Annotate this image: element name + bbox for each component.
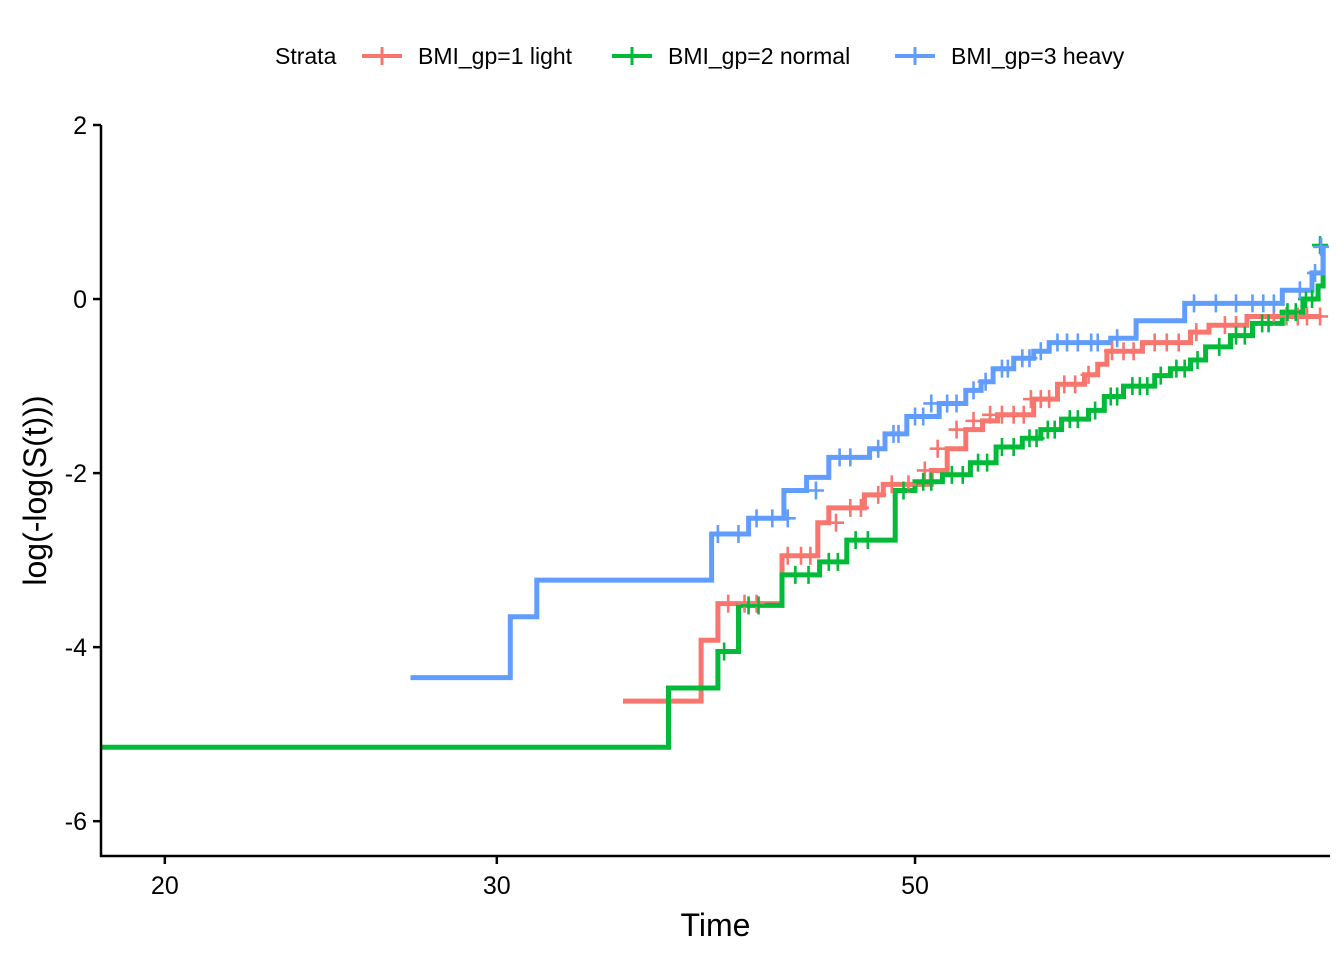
legend-label-3: BMI_gp=3 heavy xyxy=(951,43,1125,69)
censor-mark-s1 xyxy=(870,485,887,504)
censor-mark-s2 xyxy=(1139,377,1156,396)
censor-mark-s3 xyxy=(923,394,940,413)
censor-mark-s2 xyxy=(979,453,996,472)
x-tick-label: 30 xyxy=(483,872,511,900)
censor-mark-s1 xyxy=(1125,342,1142,361)
censor-mark-s2 xyxy=(1028,429,1045,448)
x-tick-label: 20 xyxy=(151,872,179,900)
censor-mark-s2 xyxy=(1046,420,1063,439)
censor-mark-s2 xyxy=(1236,326,1253,345)
legend-label-2: BMI_gp=2 normal xyxy=(668,43,850,69)
y-axis-title: log(-log(S(t))) xyxy=(17,395,53,585)
censor-mark-s2 xyxy=(750,596,767,615)
series-line-1 xyxy=(623,314,1321,704)
series-line-3 xyxy=(410,246,1326,681)
censor-mark-s1 xyxy=(948,420,965,439)
censor-mark-s2 xyxy=(1287,303,1304,322)
censor-mark-s3 xyxy=(1207,294,1224,313)
censor-mark-s3 xyxy=(890,424,907,443)
y-tick-label: 2 xyxy=(73,112,87,140)
censor-mark-s2 xyxy=(923,472,940,491)
series-lines xyxy=(101,245,1326,750)
censor-mark-s1 xyxy=(1041,390,1058,409)
censor-mark-s1 xyxy=(929,439,946,458)
legend-label-1: BMI_gp=1 light xyxy=(418,43,573,69)
censor-mark-s3 xyxy=(709,525,726,544)
censor-mark-s3 xyxy=(842,448,859,467)
censor-mark-s3 xyxy=(730,525,747,544)
censor-mark-s1 xyxy=(828,513,845,532)
y-tick-label: -4 xyxy=(65,634,87,662)
y-tick-label: -6 xyxy=(65,808,87,836)
y-tick-label: 0 xyxy=(73,286,87,314)
x-axis-title: Time xyxy=(681,907,751,943)
censor-mark-s2 xyxy=(954,465,971,484)
censor-mark-s1 xyxy=(1080,365,1097,384)
censor-mark-s3 xyxy=(965,381,982,400)
legend-title: Strata xyxy=(275,43,337,69)
censor-mark-s3 xyxy=(915,407,932,426)
censor-mark-s3 xyxy=(807,481,824,500)
censor-mark-s3 xyxy=(1307,263,1324,282)
censor-mark-s3 xyxy=(948,394,965,413)
censor-mark-s3 xyxy=(977,372,994,391)
censor-mark-s1 xyxy=(720,594,737,613)
censor-mark-s3 xyxy=(1021,349,1038,368)
censor-mark-s1 xyxy=(802,546,819,565)
censor-mark-s2 xyxy=(1260,314,1277,333)
censor-mark-s2 xyxy=(1152,366,1169,385)
censor-mark-s1 xyxy=(1170,333,1187,352)
legend: Strata BMI_gp=1 light BMI_gp=2 normal BMI_g… xyxy=(275,43,1125,69)
axes: -6 -4 -2 0 2 20 30 50 xyxy=(65,112,1330,900)
censor-mark-s3 xyxy=(1032,342,1049,361)
censor-mark-s3 xyxy=(999,359,1016,378)
censor-mark-s2 xyxy=(1109,387,1126,406)
censor-mark-s2 xyxy=(895,481,912,500)
censor-mark-s3 xyxy=(1089,333,1106,352)
censor-mark-s1 xyxy=(1188,323,1205,342)
censor-mark-s1 xyxy=(852,498,869,517)
censor-mark-s3 xyxy=(1291,281,1308,300)
censor-mark-s3 xyxy=(764,509,781,528)
censor-mark-s2 xyxy=(1189,350,1206,369)
censor-mark-s3 xyxy=(1228,294,1245,313)
censor-mark-s2 xyxy=(1087,401,1104,420)
censor-mark-s2 xyxy=(716,642,733,661)
censor-mark-s1 xyxy=(1067,375,1084,394)
censor-mark-s1 xyxy=(1015,405,1032,424)
censor-marks xyxy=(709,236,1330,661)
censor-mark-s3 xyxy=(1265,294,1282,313)
censor-mark-s3 xyxy=(779,509,796,528)
censor-mark-s2 xyxy=(1304,290,1321,309)
censor-mark-s1 xyxy=(965,411,982,430)
y-tick-label: -2 xyxy=(65,460,87,488)
censor-mark-s1 xyxy=(883,475,900,494)
censor-mark-s2 xyxy=(1069,410,1086,429)
censor-mark-s1 xyxy=(748,594,765,613)
censor-mark-s2 xyxy=(1005,437,1022,456)
censor-mark-s3 xyxy=(1313,237,1330,256)
x-tick-label: 50 xyxy=(901,872,929,900)
censor-mark-s1 xyxy=(916,461,933,480)
censor-mark-s2 xyxy=(800,565,817,584)
censor-mark-s3 xyxy=(870,439,887,458)
censor-mark-s2 xyxy=(1211,337,1228,356)
censor-mark-s2 xyxy=(829,552,846,571)
censor-mark-s3 xyxy=(1109,329,1126,348)
censor-mark-s2 xyxy=(859,531,876,550)
censor-mark-s3 xyxy=(748,509,765,528)
censor-mark-s2 xyxy=(1176,359,1193,378)
censor-mark-s1 xyxy=(1312,307,1329,326)
censor-mark-s3 xyxy=(1186,294,1203,313)
